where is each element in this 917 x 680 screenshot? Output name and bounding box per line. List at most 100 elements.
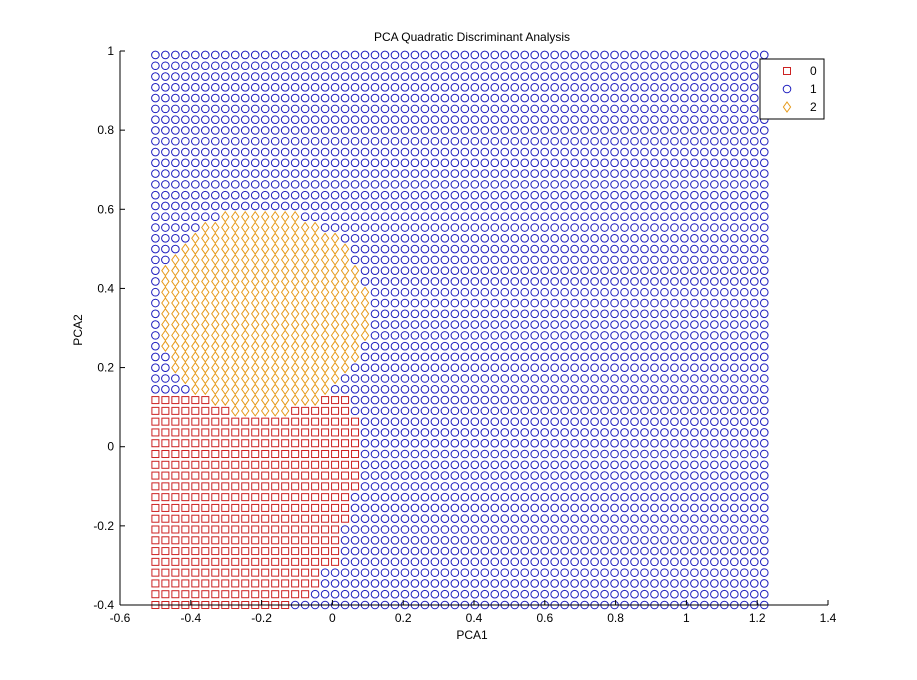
data-point-class-1 xyxy=(560,104,569,114)
data-point-class-1 xyxy=(740,104,749,114)
data-point-class-1 xyxy=(280,104,290,114)
data-point-class-1 xyxy=(490,50,500,60)
data-point-class-2 xyxy=(191,351,200,363)
data-point-class-2 xyxy=(320,286,330,299)
data-point-class-1 xyxy=(510,546,520,556)
data-point-class-1 xyxy=(759,438,769,448)
data-point-class-1 xyxy=(450,126,460,135)
data-point-class-1 xyxy=(460,147,470,157)
data-point-class-1 xyxy=(340,50,350,60)
data-point-class-2 xyxy=(350,351,360,363)
data-point-class-1 xyxy=(660,277,669,286)
data-point-class-1 xyxy=(690,557,699,567)
data-point-class-2 xyxy=(231,351,240,363)
data-point-class-1 xyxy=(360,72,370,81)
data-point-class-2 xyxy=(211,329,220,342)
data-point-class-1 xyxy=(410,277,420,286)
data-point-class-1 xyxy=(720,363,729,373)
data-point-class-1 xyxy=(340,169,350,178)
data-point-class-2 xyxy=(211,361,220,374)
data-point-class-1 xyxy=(610,471,619,480)
data-point-class-1 xyxy=(640,395,649,405)
data-point-class-1 xyxy=(640,180,649,189)
data-point-class-1 xyxy=(700,514,709,524)
data-point-class-1 xyxy=(171,115,180,124)
data-point-class-2 xyxy=(330,361,340,374)
data-point-class-1 xyxy=(350,525,360,534)
data-point-class-1 xyxy=(470,72,480,81)
data-point-class-1 xyxy=(330,104,340,114)
data-point-class-1 xyxy=(759,234,769,243)
data-point-class-0 xyxy=(271,493,280,502)
data-point-class-1 xyxy=(730,320,739,329)
data-point-class-0 xyxy=(261,482,270,491)
data-point-class-0 xyxy=(341,503,350,512)
data-point-class-1 xyxy=(720,104,729,114)
data-point-class-1 xyxy=(740,589,749,599)
data-point-class-1 xyxy=(610,190,619,200)
data-point-class-1 xyxy=(330,568,340,577)
data-point-class-1 xyxy=(540,136,549,146)
data-point-class-0 xyxy=(341,493,350,502)
data-point-class-1 xyxy=(201,158,210,168)
data-point-class-2 xyxy=(350,307,360,320)
data-point-class-1 xyxy=(560,234,569,243)
data-point-class-2 xyxy=(330,275,340,288)
data-point-class-1 xyxy=(550,136,559,146)
data-point-class-1 xyxy=(201,83,210,92)
data-point-class-1 xyxy=(660,234,669,243)
data-point-class-1 xyxy=(181,147,190,157)
data-point-class-1 xyxy=(330,223,340,232)
data-point-class-0 xyxy=(201,590,210,599)
data-point-class-2 xyxy=(260,264,270,277)
data-point-class-0 xyxy=(251,493,260,502)
data-point-class-1 xyxy=(600,287,609,297)
data-point-class-2 xyxy=(330,340,340,353)
data-point-class-1 xyxy=(470,201,480,211)
data-point-class-1 xyxy=(640,93,649,103)
x-tick-label: 0.2 xyxy=(395,611,412,625)
data-point-class-1 xyxy=(710,341,719,351)
data-point-class-0 xyxy=(201,547,210,556)
data-point-class-1 xyxy=(500,158,510,168)
data-point-class-0 xyxy=(351,460,360,469)
data-point-class-0 xyxy=(161,579,170,588)
data-point-class-1 xyxy=(650,104,659,114)
data-point-class-1 xyxy=(380,320,390,329)
data-point-class-0 xyxy=(181,557,190,566)
data-point-class-1 xyxy=(430,223,440,232)
data-point-class-1 xyxy=(540,514,549,524)
data-point-class-1 xyxy=(730,190,739,200)
data-point-class-0 xyxy=(181,439,190,448)
data-point-class-1 xyxy=(749,557,759,567)
data-point-class-1 xyxy=(710,417,719,426)
data-point-class-0 xyxy=(191,406,200,415)
data-point-class-1 xyxy=(290,93,300,103)
data-point-class-2 xyxy=(231,361,240,374)
data-point-class-1 xyxy=(440,568,450,577)
data-point-class-1 xyxy=(370,428,380,437)
data-point-class-1 xyxy=(640,72,649,81)
data-point-class-1 xyxy=(210,158,220,168)
data-point-class-1 xyxy=(220,190,230,200)
data-point-class-1 xyxy=(470,244,480,254)
data-point-class-0 xyxy=(271,417,280,426)
data-point-class-0 xyxy=(291,514,300,523)
data-point-class-1 xyxy=(210,212,220,222)
data-point-class-1 xyxy=(759,471,769,480)
data-point-class-2 xyxy=(280,210,290,223)
data-point-class-1 xyxy=(400,535,410,545)
data-point-class-1 xyxy=(420,589,430,599)
data-point-class-1 xyxy=(151,298,160,308)
data-point-class-1 xyxy=(670,514,679,524)
data-point-class-1 xyxy=(380,492,390,502)
data-point-class-1 xyxy=(759,180,769,189)
data-point-class-1 xyxy=(620,83,629,92)
data-point-class-0 xyxy=(191,482,200,491)
data-point-class-1 xyxy=(570,266,579,275)
data-point-class-1 xyxy=(580,50,589,60)
data-point-class-0 xyxy=(331,503,340,512)
data-point-class-1 xyxy=(720,180,729,189)
data-point-class-1 xyxy=(201,180,210,189)
data-point-class-1 xyxy=(410,384,420,394)
